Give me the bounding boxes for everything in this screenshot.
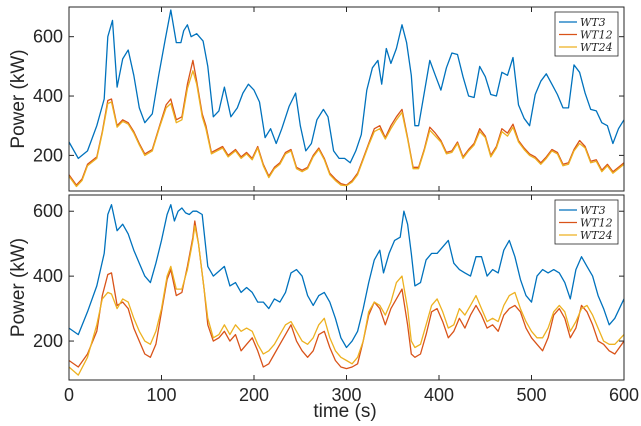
y-axis-label: Power (kW) <box>8 238 29 337</box>
x-tick-label: 400 <box>424 385 454 405</box>
y-axis-label: Power (kW) <box>8 49 29 148</box>
series-group <box>69 9 624 188</box>
legend-label: WT3 <box>580 16 606 29</box>
series-line-wt3 <box>69 9 624 164</box>
x-tick-label: 100 <box>146 385 176 405</box>
x-tick-label: 300 <box>331 385 361 405</box>
series-line-wt12 <box>69 59 624 186</box>
legend-label: WT3 <box>580 204 606 217</box>
y-tick-label: 600 <box>33 201 63 221</box>
x-tick-label: 0 <box>64 385 74 405</box>
y-tick-label: 200 <box>33 331 63 351</box>
legend-label: WT24 <box>580 229 613 242</box>
series-line-wt12 <box>69 220 624 370</box>
x-axis-label: time (s) <box>313 401 376 422</box>
series-line-wt3 <box>69 204 624 349</box>
legend-label: WT12 <box>580 29 613 42</box>
y-tick-label: 600 <box>33 27 63 47</box>
series-group <box>69 204 624 376</box>
y-tick-label: 200 <box>33 145 63 165</box>
x-tick-label: 500 <box>516 385 546 405</box>
x-tick-label: 600 <box>609 385 639 405</box>
legend-label: WT24 <box>580 41 613 54</box>
x-tick-label: 200 <box>239 385 269 405</box>
legend-label: WT12 <box>580 217 613 230</box>
series-line-wt24 <box>69 225 624 376</box>
series-line-wt24 <box>69 70 624 188</box>
y-tick-label: 400 <box>33 86 63 106</box>
y-tick-label: 400 <box>33 266 63 286</box>
